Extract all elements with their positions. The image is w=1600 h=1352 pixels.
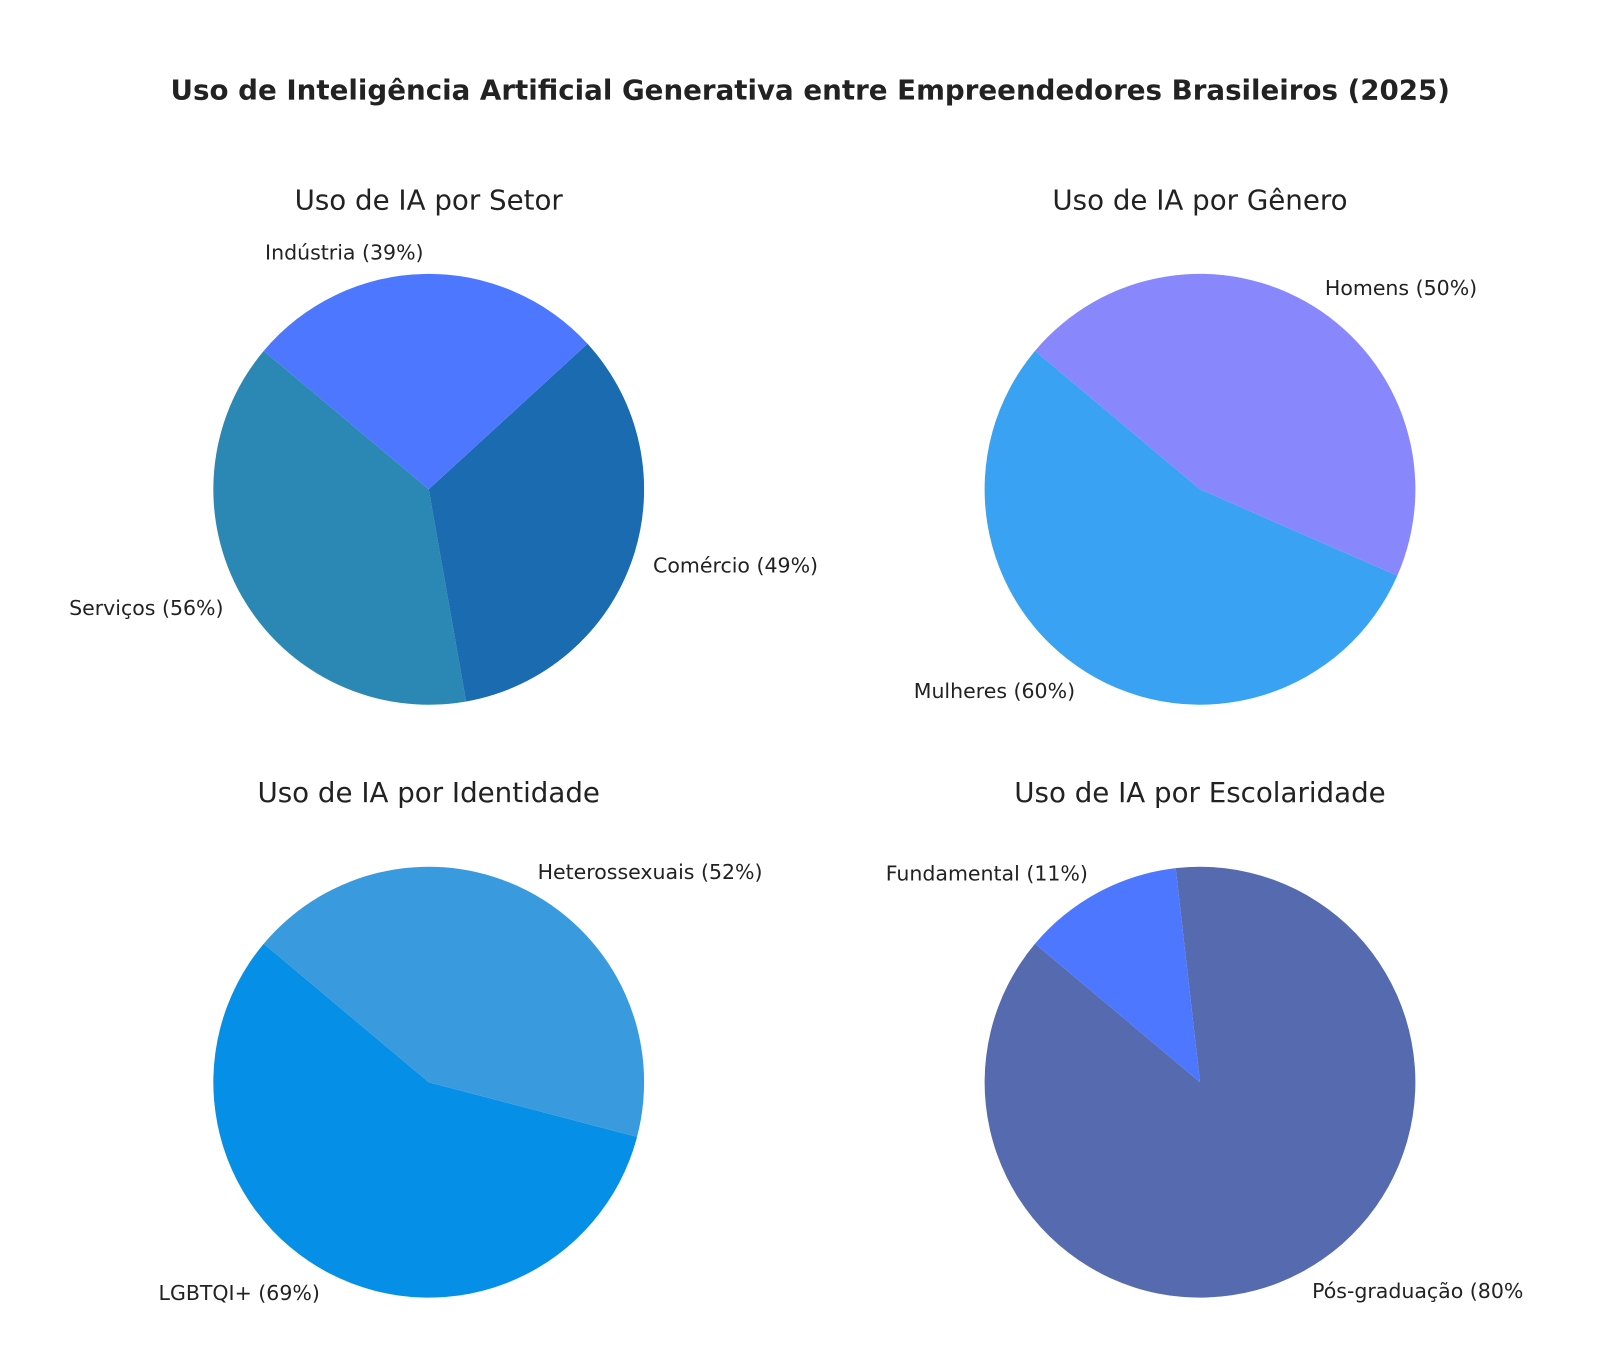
pie-panel: Uso de IA por Setor Serviços (56%) Comérci… [69, 183, 818, 705]
subplot-title: Uso de IA por Setor [295, 183, 564, 216]
slice-label: Comércio (49%) [653, 554, 818, 578]
pie-slice-homens [1035, 273, 1416, 576]
slice-label: Serviços (56%) [69, 596, 223, 620]
slice-label: Pós-graduação (80% [1312, 1279, 1523, 1303]
subplot-title: Uso de IA por Escolaridade [1014, 776, 1385, 809]
figure-title: Uso de Inteligência Artificial Generativ… [171, 74, 1450, 107]
pie-panel: Uso de IA por Gênero Mulheres (60%) Homens… [914, 183, 1477, 705]
slice-label: Mulheres (60%) [914, 679, 1075, 703]
slice-label: Indústria (39%) [265, 241, 424, 265]
subplot-title: Uso de IA por Gênero [1052, 183, 1347, 216]
pie-slice-com-rcio [428, 343, 645, 702]
pie-panel: Uso de IA por Identidade LGBTQI+ (69%) Het… [159, 776, 763, 1305]
pie-slice-mulheres [984, 350, 1398, 705]
subplot-title: Uso de IA por Identidade [257, 776, 599, 809]
pie-panel: Uso de IA por Escolaridade Pós-graduação … [886, 776, 1524, 1303]
pie-slice-fundamental [1035, 868, 1200, 1083]
pie-slice-ind-stria [263, 273, 588, 490]
slice-label: Heterossexuais (52%) [538, 860, 763, 884]
pie-slice-heterossexuais [263, 866, 645, 1137]
slice-label: Homens (50%) [1325, 276, 1477, 300]
slice-label: LGBTQI+ (69%) [159, 1281, 320, 1305]
pie-slice-lgbtqi- [213, 943, 638, 1298]
slice-label: Fundamental (11%) [886, 862, 1088, 886]
pie-slice-servi-os [213, 350, 467, 705]
